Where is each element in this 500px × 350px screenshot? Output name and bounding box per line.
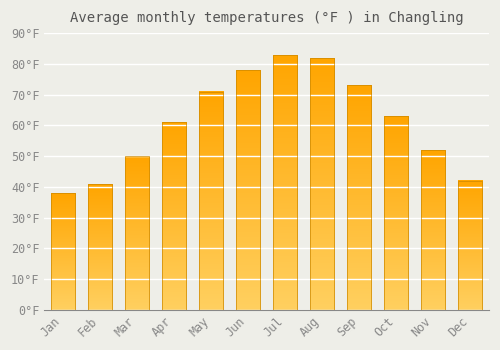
- Bar: [236, 70, 260, 310]
- Bar: [88, 184, 112, 310]
- Bar: [384, 116, 408, 310]
- Bar: [310, 58, 334, 310]
- Bar: [162, 122, 186, 310]
- Bar: [125, 156, 149, 310]
- Bar: [51, 193, 75, 310]
- Bar: [422, 150, 446, 310]
- Bar: [273, 55, 297, 310]
- Bar: [458, 181, 482, 310]
- Bar: [199, 92, 223, 310]
- Title: Average monthly temperatures (°F ) in Changling: Average monthly temperatures (°F ) in Ch…: [70, 11, 464, 25]
- Bar: [347, 85, 372, 310]
